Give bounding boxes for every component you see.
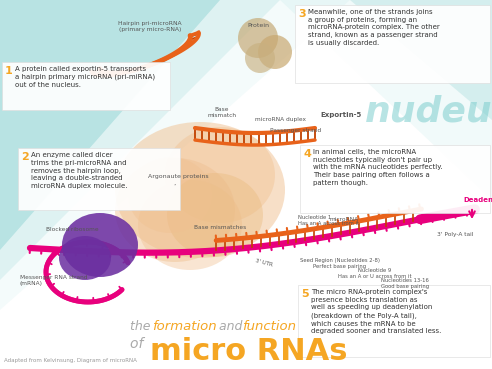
Ellipse shape <box>115 122 285 258</box>
FancyBboxPatch shape <box>298 285 490 357</box>
Ellipse shape <box>128 157 212 233</box>
Text: Blocked ribosome: Blocked ribosome <box>46 227 98 232</box>
Text: Base mismatches: Base mismatches <box>194 225 246 230</box>
Text: 4: 4 <box>303 149 311 159</box>
Text: Base
mismatch: Base mismatch <box>208 107 237 118</box>
Text: Nucleotide 9
Has an A or U across from it: Nucleotide 9 Has an A or U across from i… <box>338 268 412 279</box>
Ellipse shape <box>238 18 278 58</box>
FancyBboxPatch shape <box>2 62 170 110</box>
Text: Nucleotides 13-16
Good base pairing: Nucleotides 13-16 Good base pairing <box>381 278 429 289</box>
Ellipse shape <box>167 173 263 257</box>
Text: microRNA duplex: microRNA duplex <box>255 117 306 122</box>
Text: Messenger RNA strand
(mRNA): Messenger RNA strand (mRNA) <box>20 275 88 286</box>
Text: of: of <box>130 337 148 351</box>
Text: Deadenylation: Deadenylation <box>463 197 492 203</box>
Ellipse shape <box>115 158 235 262</box>
Text: Passenger strand: Passenger strand <box>270 128 321 133</box>
Text: The micro RNA-protein complex's
presence blocks translation as
well as speeding : The micro RNA-protein complex's presence… <box>311 289 441 334</box>
Text: 3' Poly-A tail: 3' Poly-A tail <box>437 232 473 237</box>
Polygon shape <box>0 0 280 280</box>
Text: 3' UTR: 3' UTR <box>255 258 273 268</box>
Ellipse shape <box>245 43 275 73</box>
Ellipse shape <box>258 35 292 69</box>
Text: microRNA: microRNA <box>330 217 359 222</box>
Polygon shape <box>0 0 350 310</box>
Polygon shape <box>350 0 492 120</box>
Text: In animal cells, the microRNA
nucleotides typically don't pair up
with the mRNA : In animal cells, the microRNA nucleotide… <box>313 149 443 186</box>
Text: micro RNAs: micro RNAs <box>150 337 347 366</box>
Text: 1: 1 <box>5 66 13 76</box>
Text: Hairpin pri-microRNA
(primary micro-RNA): Hairpin pri-microRNA (primary micro-RNA) <box>118 21 182 32</box>
FancyBboxPatch shape <box>300 145 490 213</box>
Text: A protein called exportin-5 transports
a hairpin primary microRNA (pri-miRNA)
ou: A protein called exportin-5 transports a… <box>15 66 155 88</box>
Text: function: function <box>242 320 296 333</box>
Text: 5: 5 <box>301 289 308 299</box>
Ellipse shape <box>59 236 111 280</box>
FancyBboxPatch shape <box>295 5 490 83</box>
Text: nudeus: nudeus <box>365 95 492 129</box>
Ellipse shape <box>138 180 242 270</box>
Text: An enzyme called dicer
trims the pri-microRNA and
removes the hairpin loop,
leav: An enzyme called dicer trims the pri-mic… <box>31 152 127 189</box>
Text: Meanwhile, one of the strands joins
a group of proteins, forming an
microRNA-pro: Meanwhile, one of the strands joins a gr… <box>308 9 440 46</box>
Text: Adapted from Kelvinsung, Diagram of microRNA: Adapted from Kelvinsung, Diagram of micr… <box>4 358 137 363</box>
Ellipse shape <box>165 127 275 223</box>
Text: 3: 3 <box>298 9 306 19</box>
Text: and: and <box>215 320 246 333</box>
Text: 2: 2 <box>21 152 29 162</box>
Text: Seed Region (Nucleotides 2-8)
Perfect base pairing: Seed Region (Nucleotides 2-8) Perfect ba… <box>300 258 380 269</box>
Text: Protein: Protein <box>247 23 269 28</box>
Text: the: the <box>130 320 154 333</box>
Text: Exportin-5: Exportin-5 <box>320 112 361 118</box>
Polygon shape <box>0 0 220 250</box>
Text: Nucleotide 1
Has an A across from it: Nucleotide 1 Has an A across from it <box>298 215 359 226</box>
Polygon shape <box>280 0 492 200</box>
Ellipse shape <box>62 213 138 277</box>
Text: Argonaute proteins: Argonaute proteins <box>148 174 209 185</box>
FancyBboxPatch shape <box>18 148 180 210</box>
Text: formation: formation <box>152 320 216 333</box>
